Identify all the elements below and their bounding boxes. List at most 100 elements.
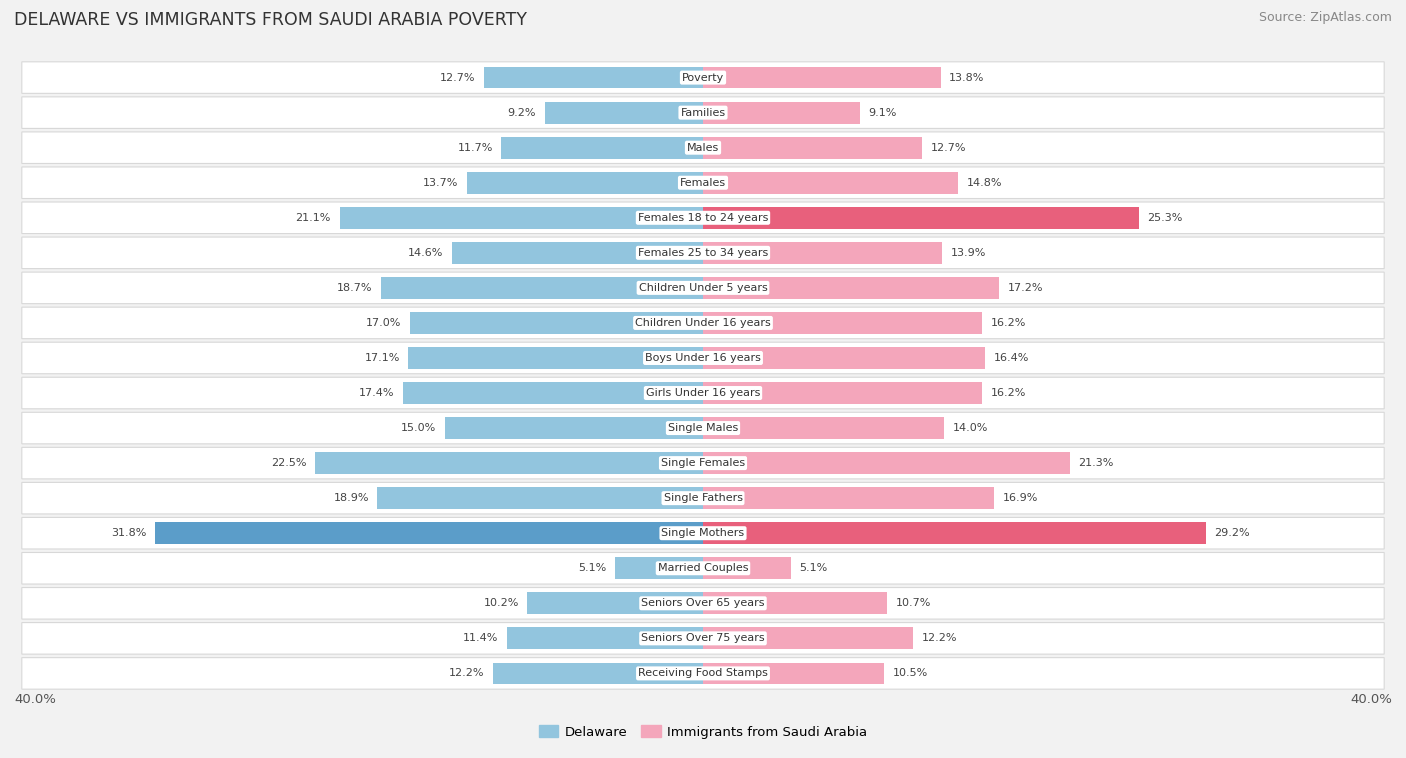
Text: 17.2%: 17.2%	[1008, 283, 1043, 293]
Bar	[411, 312, 703, 334]
FancyBboxPatch shape	[22, 307, 1384, 339]
FancyBboxPatch shape	[22, 237, 1384, 268]
Text: 5.1%: 5.1%	[800, 563, 828, 573]
Text: 10.5%: 10.5%	[893, 669, 928, 678]
Text: Single Fathers: Single Fathers	[664, 493, 742, 503]
Text: 16.2%: 16.2%	[991, 318, 1026, 328]
Text: 10.2%: 10.2%	[484, 598, 519, 609]
Text: 12.7%: 12.7%	[931, 143, 966, 152]
Bar	[703, 417, 945, 439]
Text: 40.0%: 40.0%	[1350, 693, 1392, 706]
Text: 17.4%: 17.4%	[359, 388, 395, 398]
Text: DELAWARE VS IMMIGRANTS FROM SAUDI ARABIA POVERTY: DELAWARE VS IMMIGRANTS FROM SAUDI ARABIA…	[14, 11, 527, 30]
Text: Girls Under 16 years: Girls Under 16 years	[645, 388, 761, 398]
FancyBboxPatch shape	[22, 622, 1384, 654]
Bar	[703, 453, 1070, 474]
Text: 10.7%: 10.7%	[896, 598, 931, 609]
Text: 16.2%: 16.2%	[991, 388, 1026, 398]
Text: 12.2%: 12.2%	[449, 669, 484, 678]
Text: 13.7%: 13.7%	[423, 177, 458, 188]
FancyBboxPatch shape	[22, 587, 1384, 619]
Bar	[703, 312, 981, 334]
Text: Females: Females	[681, 177, 725, 188]
FancyBboxPatch shape	[22, 447, 1384, 479]
Text: 11.7%: 11.7%	[457, 143, 494, 152]
Bar	[703, 277, 1000, 299]
Text: 18.9%: 18.9%	[333, 493, 368, 503]
Text: Married Couples: Married Couples	[658, 563, 748, 573]
Bar	[616, 557, 703, 579]
Text: Seniors Over 65 years: Seniors Over 65 years	[641, 598, 765, 609]
Text: 21.3%: 21.3%	[1078, 458, 1114, 468]
Text: 16.4%: 16.4%	[994, 353, 1029, 363]
Bar	[703, 102, 859, 124]
Text: 12.7%: 12.7%	[440, 73, 475, 83]
Text: Children Under 5 years: Children Under 5 years	[638, 283, 768, 293]
Text: 29.2%: 29.2%	[1215, 528, 1250, 538]
Text: 16.9%: 16.9%	[1002, 493, 1038, 503]
FancyBboxPatch shape	[22, 658, 1384, 689]
FancyBboxPatch shape	[22, 202, 1384, 233]
Text: 15.0%: 15.0%	[401, 423, 436, 433]
Bar	[381, 277, 703, 299]
Text: 13.8%: 13.8%	[949, 73, 984, 83]
Text: 17.1%: 17.1%	[364, 353, 399, 363]
Text: Poverty: Poverty	[682, 73, 724, 83]
Text: 25.3%: 25.3%	[1147, 213, 1182, 223]
Text: 40.0%: 40.0%	[14, 693, 56, 706]
Bar	[155, 522, 703, 544]
Bar	[703, 628, 912, 649]
Text: 21.1%: 21.1%	[295, 213, 330, 223]
Bar	[703, 172, 957, 193]
Bar	[703, 347, 986, 369]
Text: 14.0%: 14.0%	[953, 423, 988, 433]
FancyBboxPatch shape	[22, 482, 1384, 514]
FancyBboxPatch shape	[22, 97, 1384, 128]
FancyBboxPatch shape	[22, 553, 1384, 584]
Bar	[467, 172, 703, 193]
Bar	[703, 137, 922, 158]
FancyBboxPatch shape	[22, 377, 1384, 409]
Text: 12.2%: 12.2%	[922, 634, 957, 644]
Bar	[703, 522, 1206, 544]
Text: 14.6%: 14.6%	[408, 248, 443, 258]
Bar	[703, 557, 790, 579]
Bar	[703, 207, 1139, 229]
Bar	[703, 67, 941, 89]
Text: 22.5%: 22.5%	[271, 458, 307, 468]
Text: Females 18 to 24 years: Females 18 to 24 years	[638, 213, 768, 223]
Text: Families: Families	[681, 108, 725, 117]
Text: Seniors Over 75 years: Seniors Over 75 years	[641, 634, 765, 644]
Text: Children Under 16 years: Children Under 16 years	[636, 318, 770, 328]
Bar	[703, 487, 994, 509]
Bar	[703, 242, 942, 264]
Text: 14.8%: 14.8%	[966, 177, 1002, 188]
Bar	[377, 487, 703, 509]
FancyBboxPatch shape	[22, 412, 1384, 444]
Bar	[340, 207, 703, 229]
Text: Single Males: Single Males	[668, 423, 738, 433]
Text: Boys Under 16 years: Boys Under 16 years	[645, 353, 761, 363]
Bar	[444, 417, 703, 439]
Bar	[502, 137, 703, 158]
FancyBboxPatch shape	[22, 518, 1384, 549]
Text: Single Females: Single Females	[661, 458, 745, 468]
Text: 11.4%: 11.4%	[463, 634, 498, 644]
FancyBboxPatch shape	[22, 132, 1384, 164]
FancyBboxPatch shape	[22, 342, 1384, 374]
Bar	[544, 102, 703, 124]
Bar	[506, 628, 703, 649]
Bar	[703, 662, 884, 684]
Text: 17.0%: 17.0%	[366, 318, 402, 328]
FancyBboxPatch shape	[22, 62, 1384, 93]
Text: 18.7%: 18.7%	[337, 283, 373, 293]
Text: 5.1%: 5.1%	[578, 563, 606, 573]
Text: Source: ZipAtlas.com: Source: ZipAtlas.com	[1258, 11, 1392, 24]
Legend: Delaware, Immigrants from Saudi Arabia: Delaware, Immigrants from Saudi Arabia	[533, 720, 873, 744]
Bar	[703, 382, 981, 404]
FancyBboxPatch shape	[22, 272, 1384, 304]
Bar	[494, 662, 703, 684]
Text: 9.2%: 9.2%	[508, 108, 536, 117]
FancyBboxPatch shape	[22, 167, 1384, 199]
Bar	[527, 593, 703, 614]
